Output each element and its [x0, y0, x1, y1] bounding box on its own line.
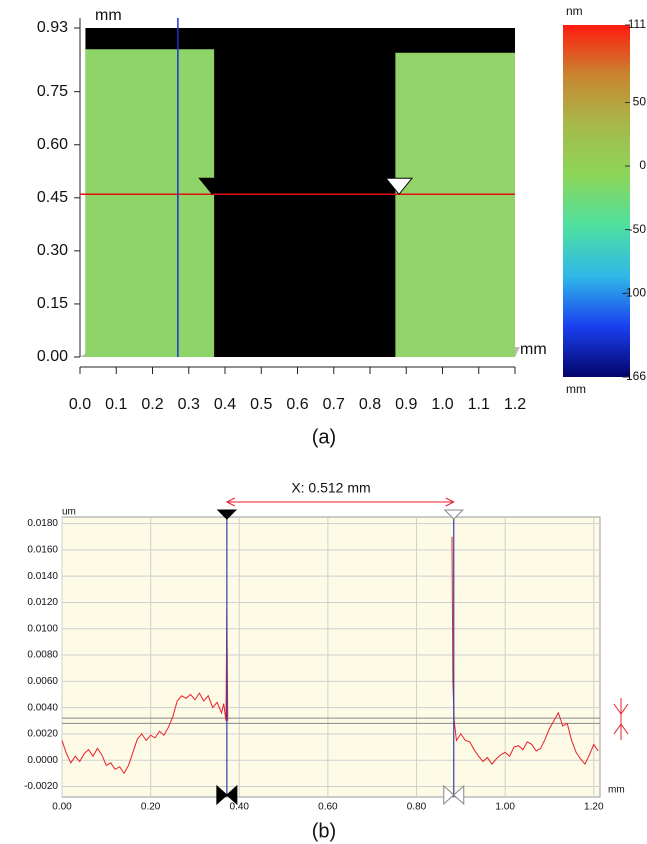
y-tick-label: 0.0180	[27, 518, 58, 529]
plot-area	[62, 517, 600, 797]
y-tick-label: 0.15	[37, 295, 68, 312]
y-unit: mm	[95, 7, 122, 24]
colorbar-tick-label: -166	[622, 369, 646, 383]
x-tick-label: 1.1	[468, 396, 490, 413]
surface-region	[395, 53, 515, 357]
x-tick-label: 0.3	[178, 396, 200, 413]
y-unit: um	[62, 507, 76, 518]
y-tick-label: 0.30	[37, 242, 68, 259]
x-tick-label: 1.00	[495, 802, 515, 813]
y-tick-label: -0.0020	[24, 781, 58, 792]
colorbar-tick-label: 0	[639, 158, 646, 172]
colorbar-axis-unit: mm	[566, 382, 586, 396]
y-tick-label: 0.60	[37, 136, 68, 153]
colorbar	[563, 25, 630, 377]
reference-symbol	[614, 698, 628, 740]
x-tick-label: 1.20	[584, 802, 604, 813]
x-tick-label: 1.2	[504, 396, 526, 413]
annotation: X: 0.512 mm	[291, 480, 370, 496]
x-tick-label: 0.6	[286, 396, 308, 413]
x-tick-label: 0.5	[250, 396, 272, 413]
x-tick-label: 0.1	[105, 396, 127, 413]
colorbar-tick-label: -50	[629, 222, 647, 236]
x-unit: mm	[520, 341, 547, 358]
colorbar-tick-label: 50	[633, 95, 647, 109]
y-tick-label: 0.45	[37, 189, 68, 206]
y-tick-label: 0.0080	[27, 650, 58, 661]
x-tick-label: 0.40	[230, 802, 250, 813]
y-tick-label: 0.0160	[27, 545, 58, 556]
y-tick-label: 0.00	[37, 348, 68, 365]
y-tick-label: 0.0120	[27, 597, 58, 608]
x-tick-label: 0.60	[318, 802, 338, 813]
x-tick-label: 0.8	[359, 396, 381, 413]
x-tick-label: 0.80	[407, 802, 427, 813]
surface-region	[85, 49, 214, 357]
y-tick-label: 0.0040	[27, 702, 58, 713]
y-tick-label: 0.0140	[27, 571, 58, 582]
x-tick-label: 0.7	[323, 396, 345, 413]
caption: (b)	[312, 820, 336, 842]
plot: -0.0020 0.0000 0.0020 0.0040 0.0060 0.0080 0.0…	[24, 498, 604, 813]
y-tick-label: 0.0020	[27, 729, 58, 740]
y-tick-label: 0.75	[37, 83, 68, 100]
x-tick-label: 0.20	[141, 802, 161, 813]
colorbar-tick-label: 111	[628, 17, 647, 31]
x-tick-label: 0.00	[52, 802, 72, 813]
colorbar-tick-label: -100	[622, 285, 646, 299]
panel-a: mm mm nm mm (a) 0.000.150.300.450.600.75…	[37, 4, 646, 448]
panel-b: um mm X: 0.512 mm (b) -0.0020 0.0000 0.002…	[24, 480, 628, 843]
x-tick-label: 0.9	[395, 396, 417, 413]
y-tick-label: 0.0000	[27, 755, 58, 766]
x-tick-label: 0.4	[214, 396, 236, 413]
figure: mm mm nm mm (a) 0.000.150.300.450.600.75…	[0, 0, 647, 844]
colorbar-unit: nm	[566, 4, 583, 18]
x-tick-label: 1.0	[431, 396, 453, 413]
y-tick-label: 0.0060	[27, 676, 58, 687]
y-tick-label: 0.93	[37, 19, 68, 36]
x-tick-label: 0.2	[141, 396, 163, 413]
x-unit: mm	[608, 785, 625, 796]
caption: (a)	[312, 426, 336, 448]
x-tick-label: 0.0	[69, 396, 91, 413]
y-tick-label: 0.0100	[27, 623, 58, 634]
